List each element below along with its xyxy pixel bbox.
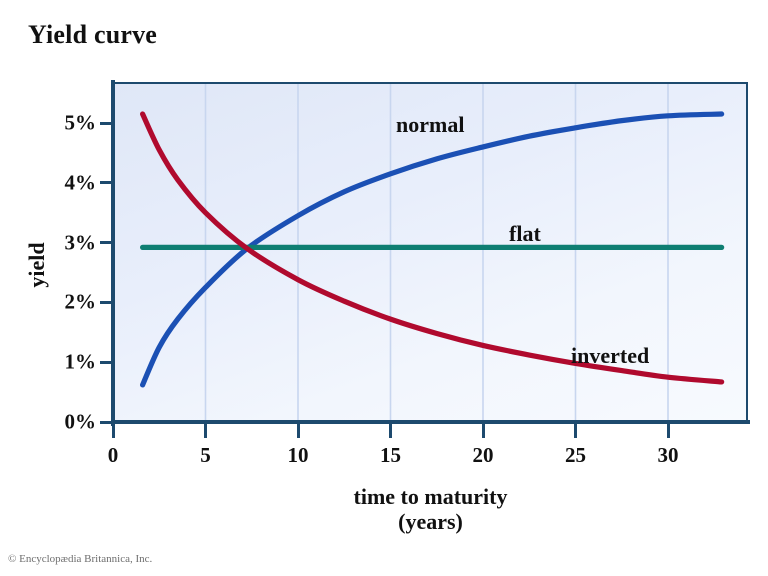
x-tick-label: 10 [287, 443, 309, 467]
x-tick-label: 25 [565, 443, 586, 467]
x-tick-label: 5 [200, 443, 211, 467]
y-tick-mark [100, 360, 113, 364]
y-tick-label: 1% [64, 349, 97, 374]
x-axis-line [111, 420, 750, 424]
series-label-inverted: inverted [571, 343, 650, 368]
y-axis-title: yield [24, 242, 49, 288]
curve-inverted [140, 111, 725, 385]
x-tick-mark [574, 422, 577, 438]
x-tick-label: 0 [107, 443, 119, 467]
x-tick-label: 15 [380, 443, 401, 467]
copyright-credit: © Encyclopædia Britannica, Inc. [8, 553, 153, 565]
y-tick-mark [100, 300, 113, 304]
x-tick-label: 20 [472, 443, 494, 467]
x-tick-label: 30 [657, 443, 679, 467]
y-tick-mark [100, 181, 113, 185]
curve-normal [140, 111, 725, 388]
x-tick-mark [666, 422, 670, 438]
y-tick-mark [100, 121, 113, 125]
page-title: Yield curve [28, 20, 158, 49]
y-tick-label: 2% [64, 289, 97, 314]
x-axis-title-line2: (years) [398, 509, 463, 535]
y-tick-mark [100, 420, 113, 424]
x-tick-mark [481, 422, 485, 438]
x-tick-mark [204, 422, 207, 438]
y-tick-mark [100, 241, 113, 245]
x-tick-mark [111, 422, 115, 438]
y-tick-label: 4% [64, 170, 97, 195]
y-tick-label: 5% [64, 110, 97, 135]
series-label-flat: flat [509, 221, 541, 246]
x-axis-title-line1: time to maturity [353, 484, 508, 509]
y-tick-label: 3% [64, 230, 97, 255]
y-tick-label: 0% [64, 409, 97, 434]
plot-area [113, 82, 748, 422]
x-tick-mark [389, 422, 392, 438]
y-axis-line [111, 80, 115, 426]
plot-svg [140, 84, 725, 420]
series-label-normal: normal [396, 112, 465, 137]
x-tick-mark [296, 422, 300, 438]
x-axis-title: time to maturity (years) [113, 484, 748, 534]
